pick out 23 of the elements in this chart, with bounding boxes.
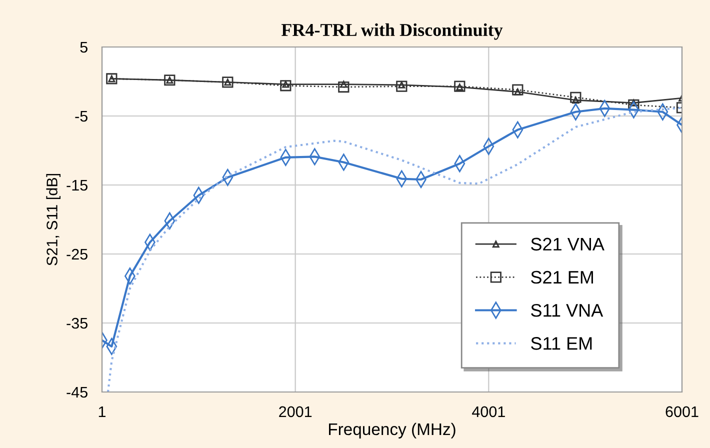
point: [338, 81, 350, 93]
y-tick-label: -25: [66, 248, 88, 260]
point: [454, 80, 466, 92]
legend-label: S21 EM: [531, 270, 593, 284]
legend-label: S21 VNA: [531, 238, 604, 251]
y-tick-label: -35: [66, 318, 88, 329]
y-tick-label: -15: [66, 180, 88, 191]
chart-title: FR4-TRL with Discontinuity: [281, 23, 503, 40]
legend-label: S11 EM: [531, 337, 592, 350]
x-tick-label: 4001: [472, 406, 505, 418]
x-tick-label: 1: [98, 406, 106, 417]
point: [512, 84, 524, 96]
x-tick-label: 6001: [666, 406, 698, 418]
y-axis-title: S21, S11 [dB]: [46, 174, 60, 266]
y-tick-label: -45: [66, 387, 88, 398]
point: [280, 80, 292, 92]
legend-label: S11 VNA: [531, 304, 604, 317]
point: [396, 80, 408, 92]
x-tick-label: 2001: [279, 406, 312, 418]
y-tick-label: 5: [80, 42, 88, 53]
y-tick-label: -5: [75, 111, 88, 122]
x-axis-title: Frequency (MHz): [329, 422, 456, 438]
point: [570, 92, 582, 103]
